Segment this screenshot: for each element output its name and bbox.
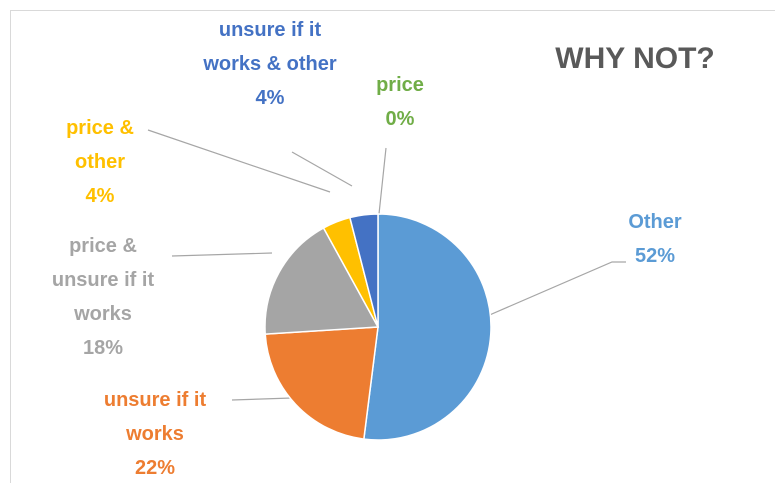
leader-line [231,397,293,401]
leader-line [171,252,273,257]
chart-border [10,10,775,483]
data-label: Other 52% [600,205,710,273]
label-value: 4% [85,185,115,207]
data-label: unsure if it works & other 4% [200,13,340,115]
leader-line [477,261,626,321]
slices [264,213,492,441]
label-category: Other [628,211,682,233]
leader-line [378,147,387,215]
label-value: 18% [82,337,124,359]
data-label: price & unsure if it works 18% [35,229,171,365]
label-category: price & unsure if it works [51,235,155,325]
label-value: 52% [634,245,676,267]
pie-slice [264,226,380,335]
label-category: unsure if it works & other [203,19,337,75]
pie-slice [362,213,492,441]
label-category: price & other [66,117,134,173]
pie-slice [348,213,379,328]
label-category: unsure if it works [103,389,207,445]
label-value: 22% [134,457,176,479]
label-value: 0% [385,108,415,130]
data-label: price 0% [350,68,450,136]
label-value: 4% [255,87,285,109]
leader-line [291,151,353,187]
label-category: price [376,74,424,96]
leader-lines [147,129,626,401]
chart-title: WHY NOT? [555,42,715,75]
data-label: price & other 4% [45,111,155,213]
data-label: unsure if it works 22% [85,383,225,483]
pie-slice [264,326,379,440]
leader-line [147,129,331,193]
